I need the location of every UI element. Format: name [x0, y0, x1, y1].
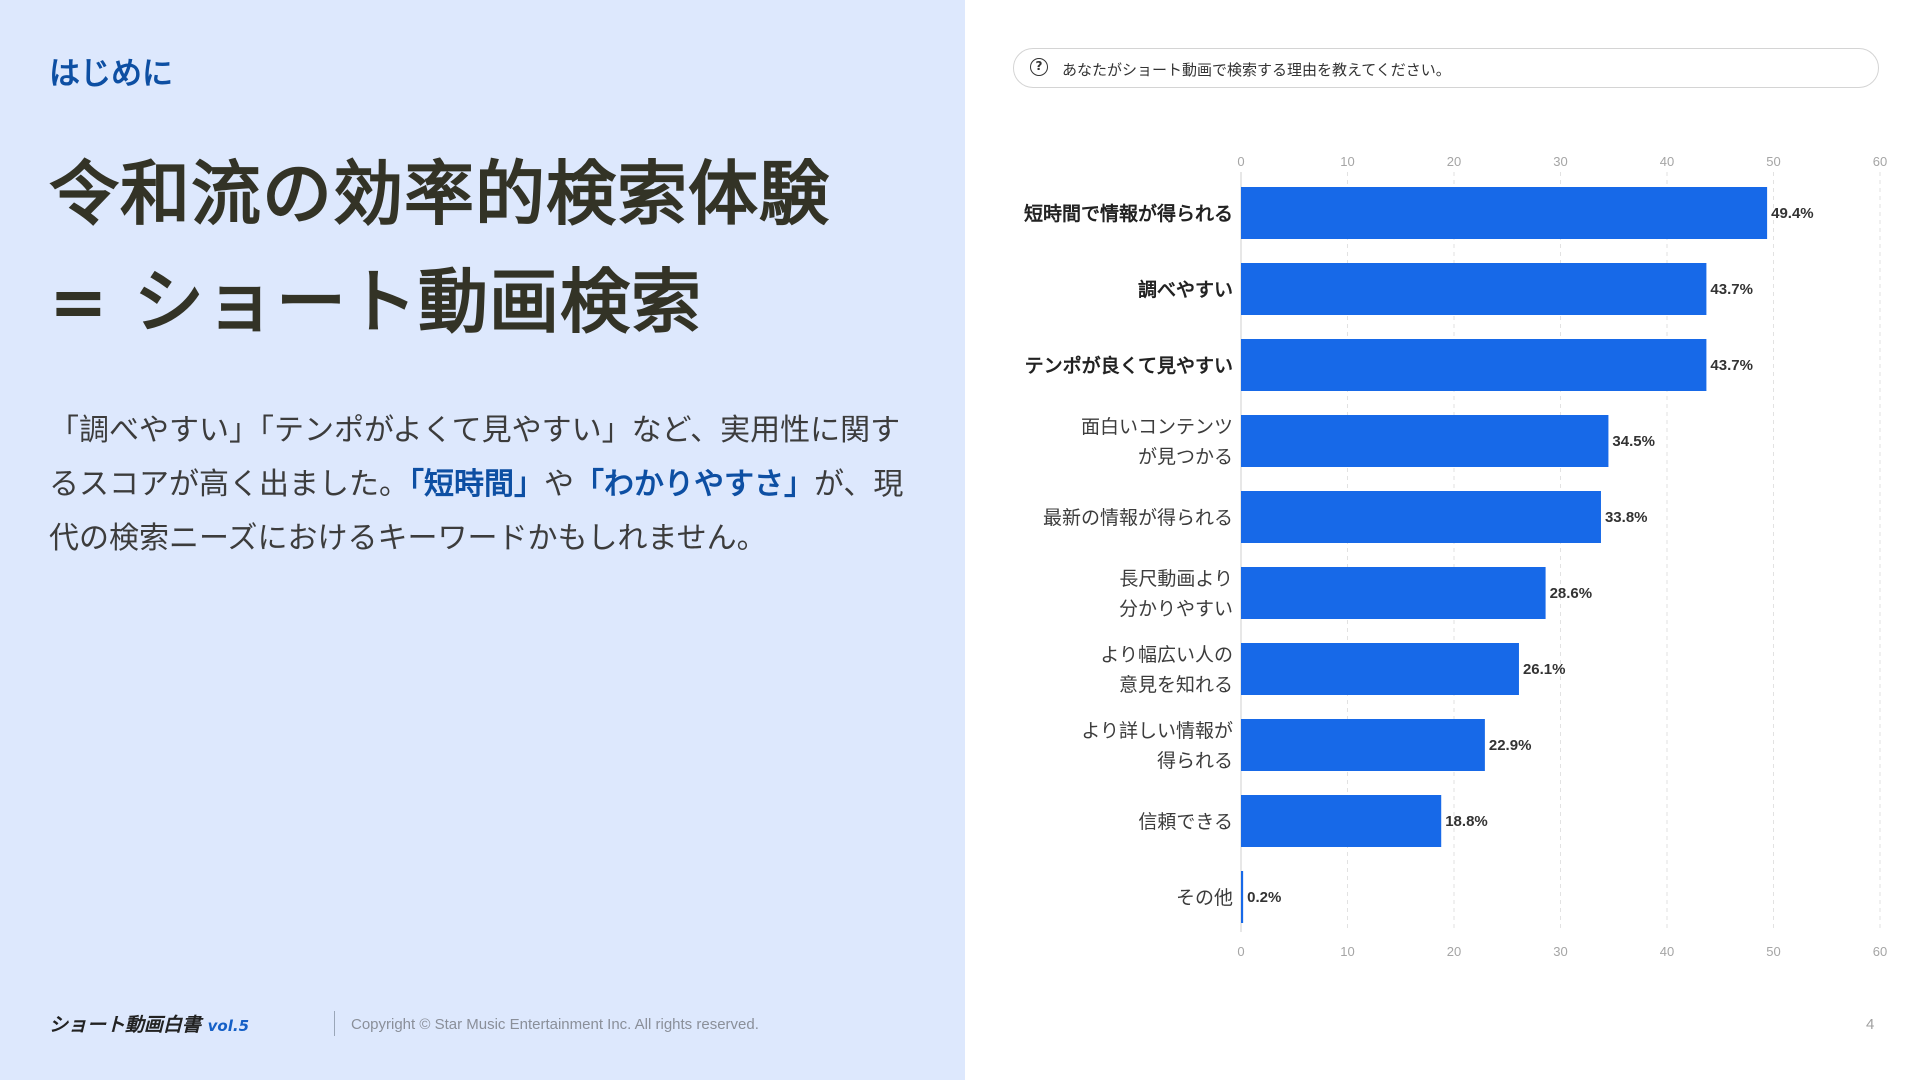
category-label: 最新の情報が得られる [1043, 507, 1233, 529]
category-label: が見つかる [1138, 446, 1233, 468]
data-label: 33.8% [1605, 509, 1648, 526]
footer-logo: ショート動画白書 vol.5 [49, 1010, 249, 1037]
x-tick-label-bottom: 10 [1340, 944, 1354, 959]
page-title: 令和流の効率的検索体験 = ショート動画検索 [49, 140, 830, 356]
title-line-2: = ショート動画検索 [49, 261, 703, 343]
x-tick-label-top: 30 [1553, 154, 1567, 169]
copyright-text: Copyright © Star Music Entertainment Inc… [351, 1016, 759, 1033]
bar [1241, 719, 1485, 771]
question-text: あなたがショート動画で検索する理由を教えてください。 [1062, 61, 1451, 79]
data-label: 26.1% [1523, 661, 1566, 678]
body-paragraph: 「調べやすい」「テンポがよくて見やすい」など、実用性に関するスコアが高く出ました… [49, 404, 919, 566]
category-label: 面白いコンテンツ [1081, 416, 1233, 438]
category-label: 短時間で情報が得られる [1024, 202, 1233, 225]
logo-title: ショート動画白書 [49, 1014, 202, 1036]
bar-layer: 49.4% 43.7% 43.7% 34.5% 33.8% 28.6% 26.1% 22.9%… [1241, 187, 1814, 923]
bar [1241, 263, 1707, 315]
footer-divider [334, 1011, 335, 1036]
data-label: 28.6% [1550, 585, 1593, 602]
tick-layer: 0 0 10 10 20 20 30 30 40 40 50 50 60 60 [1237, 154, 1887, 959]
highlight-keyword-1: 「短時間」 [409, 467, 544, 502]
data-label: 22.9% [1489, 737, 1532, 754]
category-label: 得られる [1157, 750, 1233, 772]
category-layer: 短時間で情報が得られる調べやすいテンポが良くて見やすい面白いコンテンツが見つかる… [1024, 202, 1233, 909]
body-text-3: が、現代の検索ニーズにおけるキーワードかもしれません。 [49, 467, 904, 556]
x-tick-label-top: 60 [1873, 154, 1887, 169]
category-label: 分かりやすい [1119, 598, 1233, 620]
left-panel: はじめに 令和流の効率的検索体験 = ショート動画検索 「調べやすい」「テンポが… [0, 0, 965, 1080]
x-tick-label-top: 20 [1447, 154, 1461, 169]
x-tick-label-bottom: 20 [1447, 944, 1461, 959]
bar [1241, 415, 1609, 467]
title-line-1: 令和流の効率的検索体験 [49, 153, 830, 235]
data-label: 43.7% [1710, 357, 1753, 374]
section-label: はじめに [49, 56, 173, 92]
page-number: 4 [1866, 1016, 1875, 1033]
bar [1241, 567, 1546, 619]
bar [1241, 339, 1707, 391]
bar [1241, 187, 1768, 239]
data-label: 34.5% [1612, 433, 1655, 450]
category-label: 意見を知れる [1119, 674, 1233, 696]
category-label: テンポが良くて見やすい [1025, 354, 1233, 377]
x-tick-label-bottom: 60 [1873, 944, 1887, 959]
data-label: 43.7% [1710, 281, 1753, 298]
highlight-keyword-2: 「わかりやすさ」 [574, 467, 814, 502]
x-tick-label-bottom: 40 [1660, 944, 1674, 959]
body-text-2: や [544, 467, 574, 502]
category-label: その他 [1176, 887, 1233, 909]
x-tick-label-bottom: 30 [1553, 944, 1567, 959]
data-label: 18.8% [1445, 813, 1488, 830]
body-text-1: 「調べやすい」「テンポがよくて見やすい」など、実用性に関するスコアが高く出ました… [49, 413, 901, 502]
x-tick-label-bottom: 50 [1766, 944, 1780, 959]
question-circle-icon: ? [1030, 58, 1048, 76]
x-tick-label-top: 40 [1660, 154, 1674, 169]
x-tick-label-top: 0 [1237, 154, 1244, 169]
logo-volume: vol.5 [207, 1017, 250, 1035]
category-label: 調べやすい [1138, 278, 1233, 301]
category-label: 信頼できる [1138, 811, 1233, 833]
bar [1241, 795, 1442, 847]
x-tick-label-top: 50 [1766, 154, 1780, 169]
x-tick-label-top: 10 [1340, 154, 1354, 169]
bar [1241, 643, 1519, 695]
data-label: 49.4% [1771, 205, 1814, 222]
x-tick-label-bottom: 0 [1237, 944, 1244, 959]
category-label: 長尺動画より [1119, 568, 1233, 590]
bar [1241, 491, 1601, 543]
category-label: より幅広い人の [1100, 644, 1233, 666]
question-box: ? あなたがショート動画で検索する理由を教えてください。 [1013, 48, 1879, 88]
bar [1241, 871, 1244, 923]
category-label: より詳しい情報が [1081, 720, 1233, 742]
data-label: 0.2% [1247, 889, 1281, 906]
